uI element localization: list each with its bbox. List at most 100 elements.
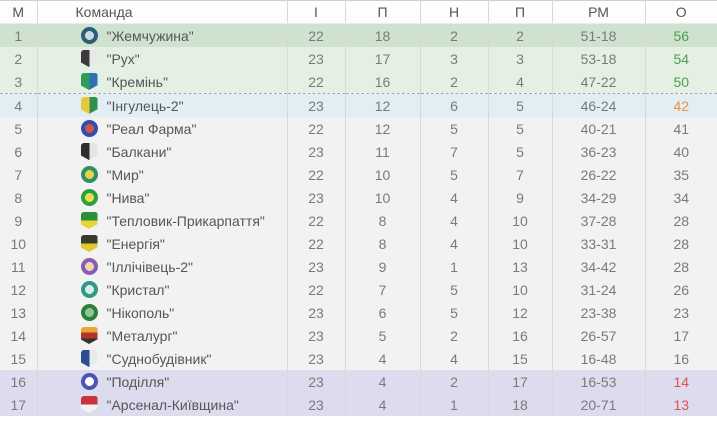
team-crest-icon (80, 396, 98, 413)
team-name: "Енергія" (106, 235, 165, 252)
points-cell: 28 (645, 255, 717, 278)
wins-cell: 12 (345, 93, 421, 117)
draws-cell: 5 (420, 163, 489, 186)
team-inner: "Арсенал-Київщина" (38, 396, 287, 413)
team-crest-icon (80, 350, 98, 367)
games-cell: 22 (287, 278, 346, 301)
games-cell: 22 (287, 209, 346, 232)
points-cell: 54 (645, 47, 717, 70)
team-crest-icon (80, 27, 98, 44)
losses-cell: 4 (488, 70, 553, 94)
column-header-points: О (645, 0, 717, 24)
team-cell: "Інгулець-2" (37, 93, 288, 117)
wins-cell: 10 (345, 186, 421, 209)
losses-cell: 2 (488, 23, 553, 47)
losses-cell: 18 (488, 393, 553, 416)
column-header-goals: РМ (552, 0, 646, 24)
team-name: "Балкани" (106, 143, 172, 160)
column-header-place: М (0, 0, 38, 24)
team-cell: "Енергія" (37, 232, 288, 255)
team-inner: "Кристал" (38, 281, 287, 298)
team-cell: "Тепловик-Прикарпаття" (37, 209, 288, 232)
table-row: 3 "Кремінь" 22 16 2 4 47-22 50 (0, 70, 717, 94)
wins-cell: 4 (345, 370, 421, 393)
team-cell: "Суднобудівник" (37, 347, 288, 370)
team-cell: "Арсенал-Київщина" (37, 393, 288, 416)
table-row: 10 "Енергія" 22 8 4 10 33-31 28 (0, 232, 717, 255)
team-cell: "Нива" (37, 186, 288, 209)
losses-cell: 12 (488, 301, 553, 324)
team-cell: "Реал Фарма" (37, 117, 288, 140)
points-cell: 13 (645, 393, 717, 416)
team-name: "Нива" (106, 189, 150, 206)
draws-cell: 2 (420, 23, 489, 47)
team-name: "Поділля" (106, 373, 170, 390)
team-name: "Мир" (106, 166, 144, 183)
games-cell: 23 (287, 93, 346, 117)
team-crest-icon (80, 73, 98, 90)
place-cell: 6 (0, 140, 38, 163)
table-row: 6 "Балкани" 23 11 7 5 36-23 40 (0, 140, 717, 163)
table-body: 1 "Жемчужина" 22 18 2 2 51-18 56 2 "Рух" 23 17 3 3 53-… (0, 23, 717, 416)
place-cell: 3 (0, 70, 38, 94)
losses-cell: 3 (488, 47, 553, 70)
column-header-draws: Н (420, 0, 489, 24)
team-cell: "Іллічівець-2" (37, 255, 288, 278)
team-inner: "Іллічівець-2" (38, 258, 287, 275)
team-crest-icon (80, 50, 98, 67)
draws-cell: 6 (420, 93, 489, 117)
games-cell: 22 (287, 70, 346, 94)
games-cell: 23 (287, 324, 346, 347)
wins-cell: 17 (345, 47, 421, 70)
place-cell: 8 (0, 186, 38, 209)
goals-cell: 31-24 (552, 278, 646, 301)
draws-cell: 4 (420, 209, 489, 232)
team-crest-icon (80, 166, 98, 183)
team-inner: "Жемчужина" (38, 27, 287, 44)
wins-cell: 18 (345, 23, 421, 47)
table-row: 13 "Нікополь" 23 6 5 12 23-38 23 (0, 301, 717, 324)
place-cell: 14 (0, 324, 38, 347)
wins-cell: 8 (345, 209, 421, 232)
table-row: 5 "Реал Фарма" 22 12 5 5 40-21 41 (0, 117, 717, 140)
wins-cell: 4 (345, 393, 421, 416)
table-row: 4 "Інгулець-2" 23 12 6 5 46-24 42 (0, 93, 717, 117)
draws-cell: 4 (420, 347, 489, 370)
games-cell: 22 (287, 232, 346, 255)
games-cell: 22 (287, 163, 346, 186)
place-cell: 10 (0, 232, 38, 255)
games-cell: 22 (287, 23, 346, 47)
points-cell: 17 (645, 324, 717, 347)
points-cell: 41 (645, 117, 717, 140)
team-crest-icon (80, 189, 98, 206)
games-cell: 23 (287, 47, 346, 70)
goals-cell: 20-71 (552, 393, 646, 416)
draws-cell: 1 (420, 393, 489, 416)
team-crest-icon (80, 327, 98, 344)
team-cell: "Кремінь" (37, 70, 288, 94)
losses-cell: 10 (488, 278, 553, 301)
goals-cell: 34-29 (552, 186, 646, 209)
table-row: 15 "Суднобудівник" 23 4 4 15 16-48 16 (0, 347, 717, 370)
team-crest-icon (80, 97, 98, 114)
goals-cell: 16-48 (552, 347, 646, 370)
draws-cell: 7 (420, 140, 489, 163)
wins-cell: 8 (345, 232, 421, 255)
team-name: "Жемчужина" (106, 27, 194, 44)
losses-cell: 16 (488, 324, 553, 347)
draws-cell: 2 (420, 324, 489, 347)
team-crest-icon (80, 373, 98, 390)
wins-cell: 5 (345, 324, 421, 347)
games-cell: 23 (287, 186, 346, 209)
place-cell: 15 (0, 347, 38, 370)
place-cell: 12 (0, 278, 38, 301)
table-row: 2 "Рух" 23 17 3 3 53-18 54 (0, 47, 717, 70)
points-cell: 28 (645, 232, 717, 255)
team-crest-icon (80, 212, 98, 229)
team-inner: "Рух" (38, 50, 287, 67)
team-crest-icon (80, 143, 98, 160)
team-crest-icon (80, 258, 98, 275)
points-cell: 35 (645, 163, 717, 186)
goals-cell: 46-24 (552, 93, 646, 117)
team-cell: "Рух" (37, 47, 288, 70)
